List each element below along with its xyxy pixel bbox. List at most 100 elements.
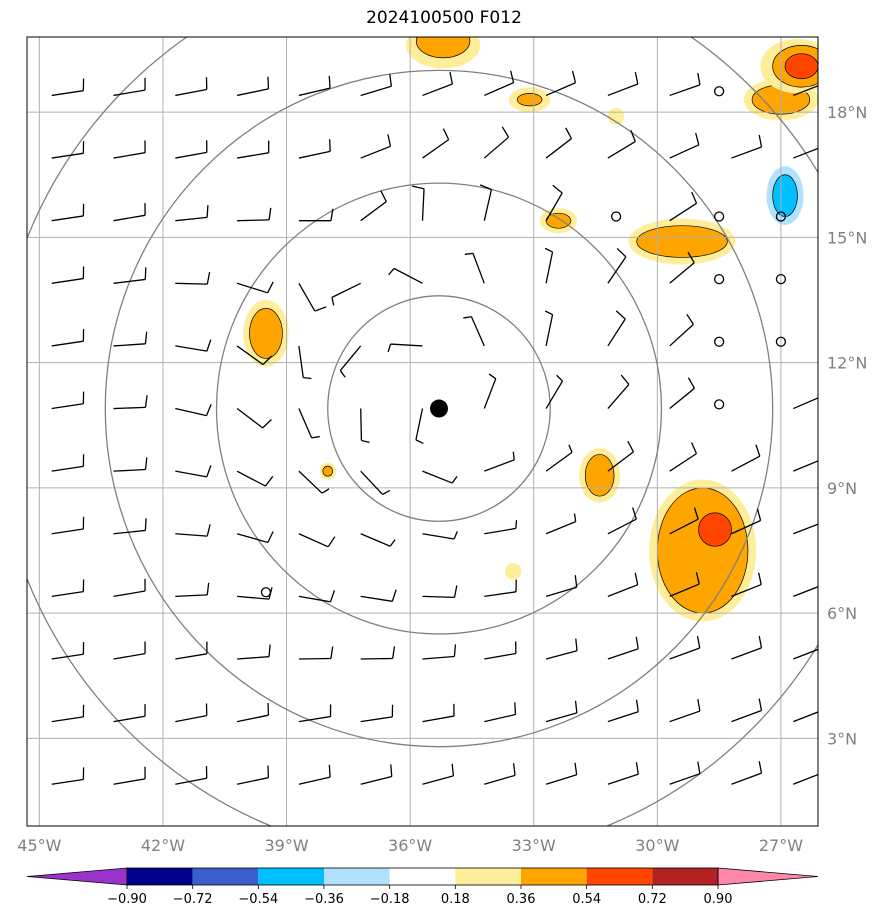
barb-feather <box>267 531 274 543</box>
barb-feather <box>690 442 698 454</box>
wind-barb <box>731 444 761 472</box>
barb-staff <box>361 25 392 33</box>
wind-barb <box>484 451 515 472</box>
barb-feather <box>206 205 209 218</box>
barb-feather <box>267 765 270 778</box>
lon-tick-label: 39°W <box>264 836 308 855</box>
wind-barb <box>608 11 638 33</box>
wind-barb <box>422 71 454 97</box>
lat-tick-label: 15°N <box>827 228 867 247</box>
wind-barb <box>236 531 274 544</box>
map-plot-area <box>27 10 823 826</box>
barb-staff <box>298 470 323 494</box>
barb-feather <box>693 507 699 520</box>
barb-staff <box>669 583 700 597</box>
colorbar-extend-low <box>26 867 128 886</box>
barb-feather <box>574 575 578 588</box>
barb-feather <box>632 507 637 520</box>
colorbar-segment <box>127 868 193 885</box>
barb-staff <box>339 345 362 371</box>
barb-feather <box>515 520 518 529</box>
map-title: 2024100500 F012 <box>366 8 522 28</box>
barb-staff <box>422 83 453 97</box>
barb-staff <box>113 778 146 785</box>
barb-staff <box>484 459 515 472</box>
barb-staff <box>483 378 497 409</box>
wind-barb <box>298 408 320 439</box>
wind-barb <box>175 339 212 352</box>
barb-feather <box>144 518 147 531</box>
barb-staff <box>113 343 146 347</box>
wind-barb <box>484 702 517 723</box>
calm-wind-circle <box>775 211 787 222</box>
barb-feather <box>627 440 635 453</box>
wind-barb <box>793 648 818 660</box>
wind-barb <box>360 533 396 547</box>
barb-staff <box>793 648 818 660</box>
wind-barb <box>545 638 578 660</box>
wind-barb <box>387 343 423 353</box>
barb-staff <box>360 201 387 222</box>
barb-feather <box>687 377 696 389</box>
contour-fill <box>516 93 543 107</box>
wind-barb <box>607 762 639 785</box>
barb-staff <box>483 189 493 221</box>
wind-barb <box>607 699 639 723</box>
barb-staff <box>422 715 455 723</box>
wind-barb <box>237 207 272 222</box>
barb-feather <box>820 447 823 459</box>
barb-staff <box>607 256 627 284</box>
barb-feather <box>267 76 270 89</box>
barb-staff <box>484 24 515 33</box>
barb-staff <box>51 152 84 159</box>
barb-staff <box>51 215 84 222</box>
wind-barb <box>360 589 397 602</box>
barb-feather <box>463 316 472 319</box>
barb-feather <box>574 700 578 713</box>
barb-feather <box>697 72 701 85</box>
barb-staff <box>669 202 697 222</box>
wind-barb <box>175 703 208 723</box>
barb-feather <box>697 761 701 774</box>
barb-staff <box>669 518 699 535</box>
barb-staff <box>113 653 146 660</box>
barb-staff <box>114 27 146 32</box>
wind-barb <box>793 523 818 535</box>
wind-barb <box>175 641 208 660</box>
barb-staff <box>422 533 455 540</box>
barb-feather <box>575 11 577 23</box>
wind-barb <box>793 698 823 723</box>
barb-staff <box>793 21 823 33</box>
wind-barb <box>544 310 554 347</box>
barb-feather <box>556 374 563 382</box>
wind-barb <box>422 703 455 723</box>
barb-staff <box>669 323 694 347</box>
barb-feather <box>821 698 823 710</box>
wind-barb <box>607 636 639 660</box>
wind-barb <box>113 766 146 785</box>
barb-staff <box>175 407 207 417</box>
calm-wind-circle <box>775 273 787 285</box>
wind-barb <box>423 12 454 32</box>
barb-staff <box>607 83 639 97</box>
contour-fill <box>772 174 798 217</box>
barb-feather <box>544 310 553 316</box>
barb-staff <box>51 340 84 347</box>
barb-feather <box>691 191 698 204</box>
wind-barb <box>237 140 270 159</box>
wind-barb <box>51 454 85 472</box>
barb-feather <box>759 10 761 22</box>
wind-barb <box>51 391 85 410</box>
barb-staff <box>113 590 146 598</box>
wind-barb <box>51 767 85 785</box>
wind-barb <box>331 282 361 306</box>
barb-staff <box>360 408 363 441</box>
barb-staff <box>175 594 208 598</box>
barb-staff <box>175 470 207 478</box>
wind-barb <box>422 531 458 540</box>
barb-feather <box>452 12 453 24</box>
barb-feather <box>311 435 320 439</box>
barb-staff <box>607 518 637 535</box>
barb-staff <box>669 84 701 97</box>
